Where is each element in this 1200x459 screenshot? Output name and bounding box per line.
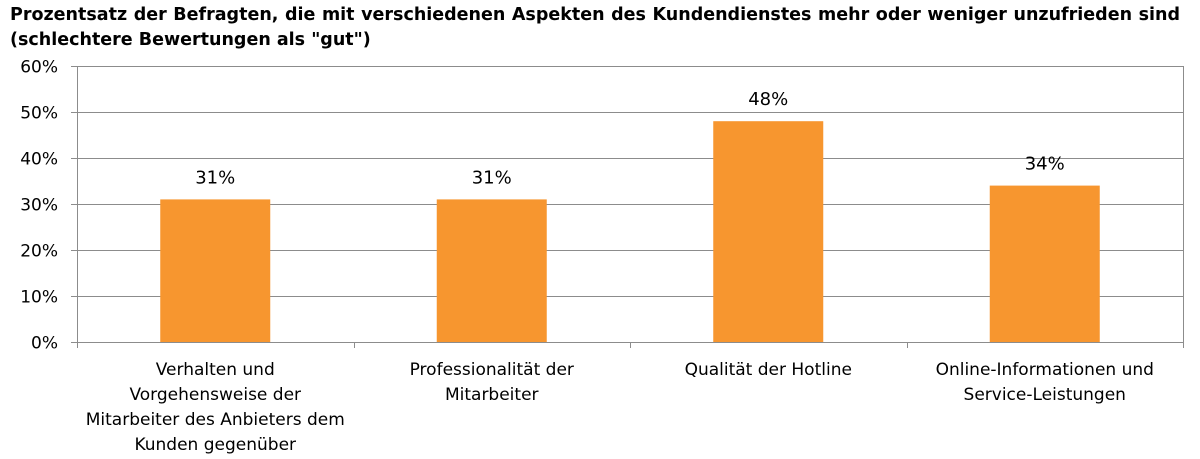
y-tick-label: 40% xyxy=(20,150,58,170)
x-tick-label: Verhalten und Vorgehensweise der Mitarbeit… xyxy=(86,360,345,455)
y-tick-label: 60% xyxy=(20,58,58,78)
x-tick-label: Qualität der Hotline xyxy=(685,360,852,380)
y-tick-label: 30% xyxy=(20,196,58,216)
data-label: 48% xyxy=(748,89,788,110)
x-tick-label: Online-Informationen und Service-Leistung… xyxy=(936,360,1154,405)
bar xyxy=(436,199,547,342)
chart-title: Prozentsatz der Befragten, die mit versc… xyxy=(10,5,1180,50)
bar xyxy=(160,199,271,342)
data-label: 31% xyxy=(195,167,235,188)
y-tick-label: 0% xyxy=(31,334,58,354)
y-tick-label: 10% xyxy=(20,288,58,308)
bar xyxy=(989,185,1100,342)
x-tick-label: Professionalität der Mitarbeiter xyxy=(410,360,574,405)
bar xyxy=(713,121,824,342)
y-tick-label: 20% xyxy=(20,242,58,262)
y-tick-label: 50% xyxy=(20,104,58,124)
data-label: 34% xyxy=(1025,154,1065,175)
data-label: 31% xyxy=(472,167,512,188)
